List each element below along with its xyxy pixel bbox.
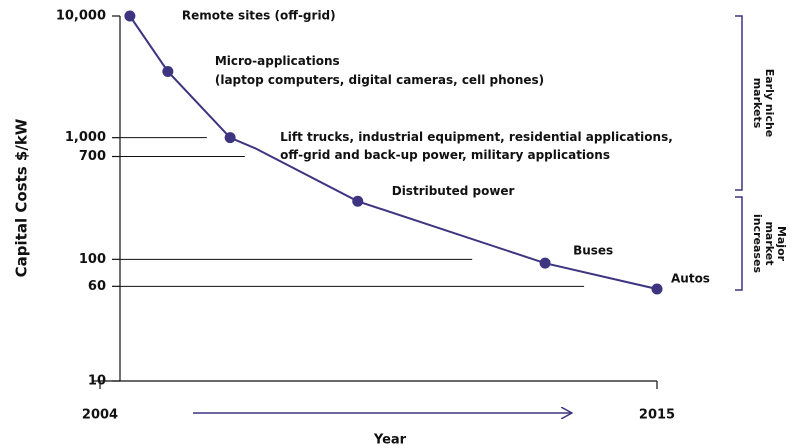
bracket bbox=[735, 15, 743, 191]
x-tick-label: 2015 bbox=[639, 408, 675, 423]
y-tick-label: 60 bbox=[88, 279, 106, 294]
data-point bbox=[162, 65, 174, 77]
data-point bbox=[124, 10, 136, 22]
y-tick-label: 700 bbox=[79, 149, 106, 164]
point-label: Buses bbox=[573, 244, 613, 258]
point-label: Autos bbox=[671, 272, 710, 286]
bracket-label: Early niche bbox=[763, 69, 776, 138]
data-point bbox=[651, 283, 663, 295]
y-tick-label: 10,000 bbox=[56, 9, 106, 24]
bracket bbox=[735, 196, 743, 291]
data-point bbox=[352, 195, 364, 207]
x-tick-label: 2004 bbox=[82, 408, 118, 423]
point-label: Lift trucks, industrial equipment, resid… bbox=[280, 130, 673, 144]
data-point bbox=[224, 132, 236, 144]
data-point bbox=[539, 257, 551, 269]
y-tick-label: 10 bbox=[88, 374, 106, 389]
point-label: off-grid and back-up power, military app… bbox=[280, 148, 610, 162]
bracket-label: markets bbox=[751, 78, 764, 129]
bracket-label: market bbox=[763, 221, 776, 265]
bracket-label: increases bbox=[751, 214, 764, 273]
y-axis-label: Capital Costs $/kW bbox=[13, 118, 31, 277]
point-label: (laptop computers, digital cameras, cell… bbox=[215, 73, 544, 87]
bracket-label: Major bbox=[775, 226, 788, 262]
point-label: Micro-applications bbox=[215, 54, 340, 68]
y-tick-label: 100 bbox=[79, 252, 106, 267]
point-label: Distributed power bbox=[392, 184, 515, 198]
y-tick-label: 1,000 bbox=[65, 130, 106, 145]
x-axis-label: Year bbox=[373, 433, 407, 448]
point-label: Remote sites (off-grid) bbox=[182, 9, 336, 23]
